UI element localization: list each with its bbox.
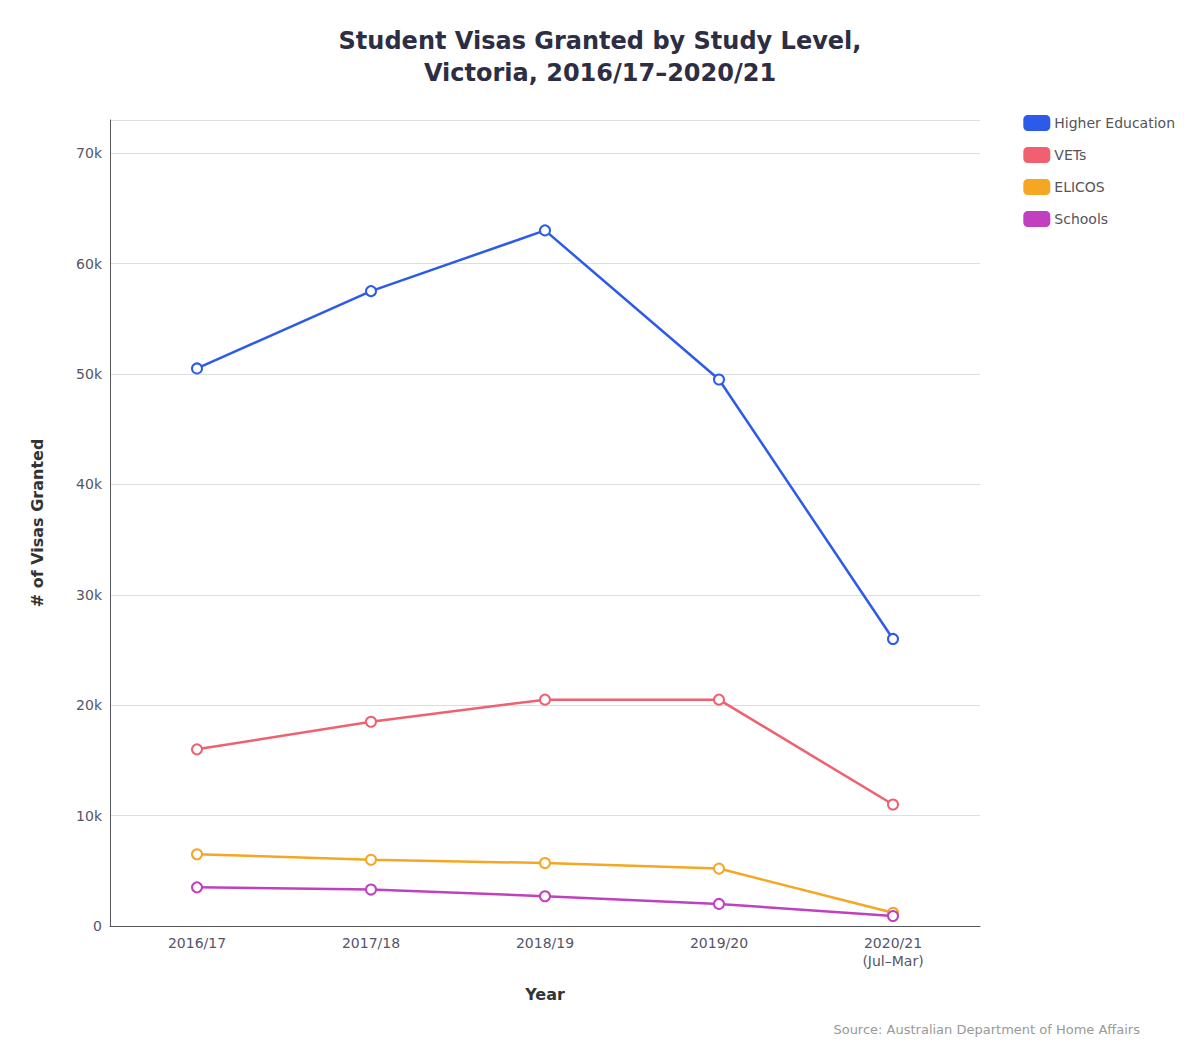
svg-text:Schools: Schools — [1054, 211, 1108, 227]
svg-text:Year: Year — [524, 985, 565, 1004]
svg-text:Higher Education: Higher Education — [1054, 115, 1175, 131]
svg-text:40k: 40k — [76, 476, 103, 492]
svg-text:70k: 70k — [76, 145, 103, 161]
svg-text:(Jul–Mar): (Jul–Mar) — [862, 953, 923, 969]
svg-text:60k: 60k — [76, 256, 103, 272]
svg-text:2018/19: 2018/19 — [516, 935, 574, 951]
svg-text:2016/17: 2016/17 — [168, 935, 226, 951]
svg-text:Victoria, 2016/17–2020/21: Victoria, 2016/17–2020/21 — [424, 59, 776, 87]
svg-text:30k: 30k — [76, 587, 103, 603]
svg-text:2019/20: 2019/20 — [690, 935, 748, 951]
svg-text:2020/21: 2020/21 — [864, 935, 922, 951]
svg-text:50k: 50k — [76, 366, 103, 382]
svg-text:Student Visas Granted by Study: Student Visas Granted by Study Level, — [339, 27, 862, 55]
svg-text:# of Visas Granted: # of Visas Granted — [28, 439, 47, 608]
svg-text:0: 0 — [93, 918, 102, 934]
svg-text:Source: Australian Department: Source: Australian Department of Home Af… — [833, 1022, 1140, 1037]
svg-text:2017/18: 2017/18 — [342, 935, 400, 951]
svg-text:ELICOS: ELICOS — [1054, 179, 1105, 195]
svg-text:VETs: VETs — [1054, 147, 1086, 163]
svg-text:10k: 10k — [76, 808, 103, 824]
svg-text:20k: 20k — [76, 697, 103, 713]
